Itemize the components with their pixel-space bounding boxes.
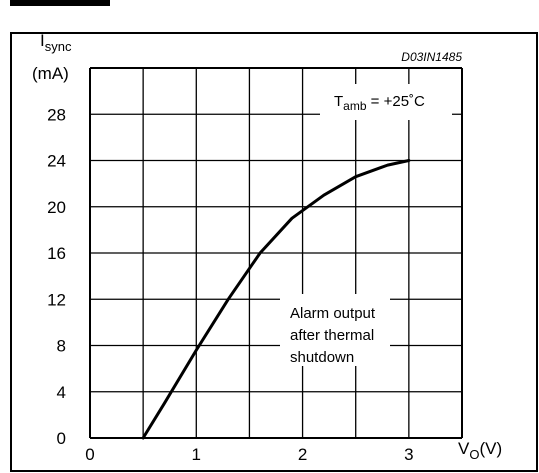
x-tick-label: 3 xyxy=(404,445,413,464)
figure-frame xyxy=(10,32,538,472)
y-axis-title: Isync xyxy=(40,31,72,54)
figure-code: D03IN1485 xyxy=(401,50,462,64)
x-tick-label: 2 xyxy=(298,445,307,464)
annotation-box xyxy=(280,294,390,366)
x-tick-label: 1 xyxy=(192,445,201,464)
series-curve xyxy=(141,159,411,440)
y-tick-label: 12 xyxy=(47,290,66,309)
annotation-line-3: shutdown xyxy=(290,349,354,366)
x-axis-title: VO(V) xyxy=(458,439,502,462)
y-tick-label: 20 xyxy=(47,198,66,217)
series-line xyxy=(141,159,411,440)
condition-sub: amb xyxy=(343,99,367,113)
condition-value: = +25˚C xyxy=(367,93,426,110)
y-axis-unit: (mA) xyxy=(32,64,69,83)
condition-main: T xyxy=(334,93,343,110)
y-tick-label: 8 xyxy=(57,337,66,356)
y-tick-label: 28 xyxy=(47,105,66,124)
y-tick-label: 16 xyxy=(47,244,66,263)
y-axis-title-sub: sync xyxy=(45,39,72,54)
x-tick-label: 0 xyxy=(85,445,94,464)
annotation-line-2: after thermal xyxy=(290,327,374,344)
y-tick-label: 4 xyxy=(57,383,66,402)
y-axis-title-main: I xyxy=(40,31,45,50)
x-axis-title-main: V xyxy=(458,439,470,458)
y-tick-label: 0 xyxy=(57,429,66,448)
annotation-line-1: Alarm output xyxy=(290,305,376,322)
x-axis-title-sub: O xyxy=(469,447,479,462)
grid xyxy=(89,67,463,439)
x-axis-unit: (V) xyxy=(479,439,502,458)
condition-label: Tamb = +25˚C xyxy=(334,93,425,113)
condition-box xyxy=(320,84,452,120)
header-rule xyxy=(0,0,539,6)
y-tick-label: 24 xyxy=(47,152,66,171)
